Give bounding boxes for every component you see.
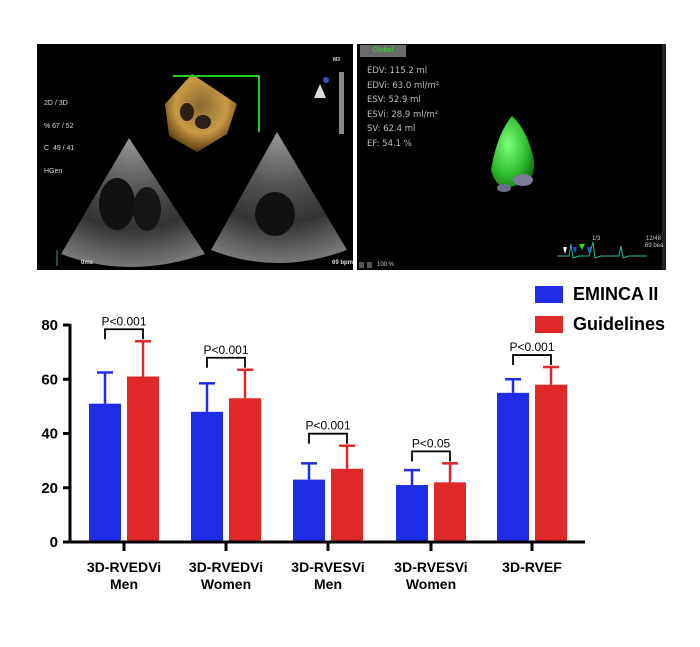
metric-edv: EDV: 115.2 ml [367,66,428,76]
legend-swatch-blue [535,286,563,303]
heart-rate-label: 69 bpm [332,260,353,266]
category-label: Men [110,576,138,592]
bar [535,384,567,541]
bar [293,479,325,541]
p-value-annotation: P<0.001 [305,419,350,433]
probe-orientation-icon [314,84,326,98]
y-tick-label: 0 [50,534,58,551]
frame-counter: 12/48 [646,236,662,242]
volume-metrics: EDV: 115.2 ml EDVi: 63.0 ml/m² ESV: 52.9… [367,64,439,152]
metric-ef: EF: 54.1 % [367,138,412,149]
beat-rate: 69 bea [645,243,664,249]
bar [127,376,159,541]
metric-sv: SV: 62.4 ml [367,124,416,135]
probe-label: M3 [333,57,340,63]
zoom-level: 100 % [377,262,395,268]
bar [191,411,223,541]
metric-esvi: ESVi: 28.9 ml/m² [367,109,439,120]
significance-bracket [206,356,246,368]
p-value-annotation: P<0.001 [509,340,554,354]
y-tick-label: 80 [41,317,58,334]
significance-bracket [411,450,451,462]
bar [331,468,363,541]
category-label: 3D-RVEF [502,559,562,575]
echo-info-text: 2D / 3D % 67 / 52 C 49 / 41 HGen [44,85,74,190]
rv-mesh [491,116,535,188]
y-tick-label: 20 [41,480,58,497]
category-label: 3D-RVEDVi [87,559,161,575]
category-label: Women [201,576,251,592]
bar [396,485,428,541]
echo-info-line: HGen [44,167,63,175]
3d-echo-volume [165,74,237,152]
legend-label: EMINCA II [573,284,659,304]
beat-counter: 1/3 [592,236,601,242]
echo-image-panel: 2D / 3D % 67 / 52 C 49 / 41 HGen [37,44,353,270]
echo-info-line: 2D / 3D [44,100,68,107]
bar [497,392,529,541]
bar [89,403,121,541]
metric-esv: ESV: 52.9 ml [367,95,421,106]
legend-item-guidelines: Guidelines [535,311,665,338]
legend-label: Guidelines [573,314,666,334]
bar [229,398,261,541]
metric-edvi: EDVi: 63.0 ml/m² [367,80,440,91]
echo-info-line: C 49 / 41 [44,145,75,152]
significance-bracket [308,432,348,444]
category-label: Women [406,576,456,592]
p-value-annotation: P<0.001 [203,343,248,357]
y-tick-label: 40 [41,426,58,443]
tab-global[interactable]: Global [360,45,406,57]
significance-bracket [104,328,144,340]
category-label: Men [314,576,342,592]
echo-info-line: % 67 / 52 [44,122,74,130]
y-tick-label: 60 [41,371,58,388]
category-label: 3D-RVESVi [394,559,467,575]
legend-item-eminca: EMINCA II [535,281,665,308]
rv-3d-model [359,44,666,270]
p-value-annotation: P<0.001 [101,314,146,328]
crop-box-lines [173,75,260,132]
significance-bracket [512,354,552,366]
grayscale-bar [339,72,344,134]
legend-swatch-red [535,316,563,333]
bar [434,482,466,541]
category-label: 3D-RVESVi [291,559,364,575]
rv-model-panel: Global EDV: 115.2 ml EDVi: 63.0 ml/m² ES… [357,44,666,270]
echo-sectors [56,72,347,267]
chart-legend: EMINCA II Guidelines [535,281,665,341]
category-label: 3D-RVEDVi [189,559,263,575]
time-label: 0ms [81,260,94,266]
p-value-annotation: P<0.05 [412,436,451,450]
ecg-trace [557,241,647,259]
